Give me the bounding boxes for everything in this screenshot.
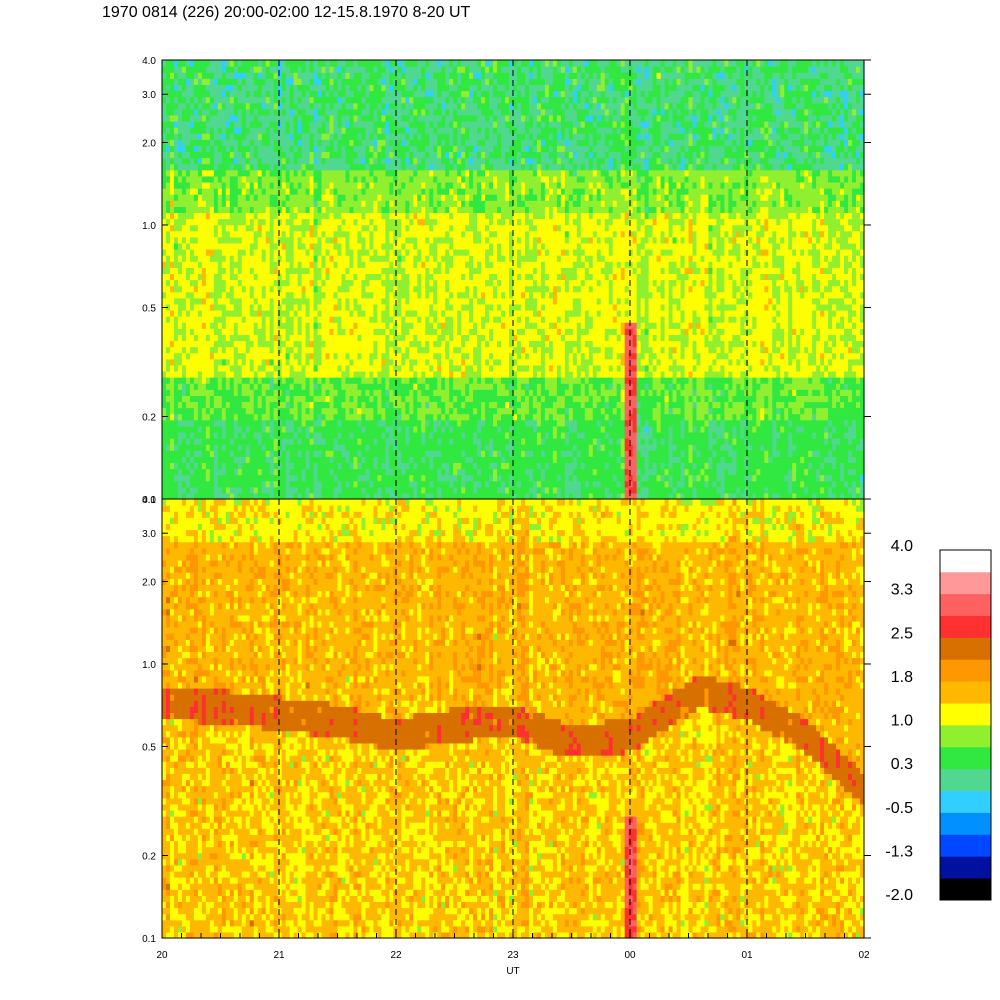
colorbar-label: -1.3	[885, 843, 913, 860]
colorbar-label: 3.3	[891, 582, 913, 599]
x-tick-label: 00	[624, 950, 636, 961]
y-tick-label: 4.0	[142, 56, 156, 67]
y-tick-label: 2.0	[142, 577, 156, 588]
colorbar-swatch	[940, 659, 991, 682]
lower-spectrogram	[162, 499, 865, 939]
y-tick-label: 2.0	[142, 138, 156, 149]
x-tick-label: 20	[156, 950, 168, 961]
colorbar-swatch	[940, 571, 991, 595]
colorbar-swatch	[940, 703, 991, 726]
x-axis-label: UT	[506, 966, 519, 977]
y-tick-label: 3.0	[142, 529, 156, 540]
x-tick-label: 02	[858, 950, 870, 961]
colorbar-swatch	[940, 812, 991, 835]
y-tick-label: 0.2	[142, 852, 156, 863]
colorbar-swatch	[940, 768, 991, 792]
colorbar-label: 1.0	[891, 713, 913, 730]
y-tick-label: 3.0	[142, 90, 156, 101]
colorbar-swatch	[940, 593, 991, 617]
colorbar-swatch	[940, 856, 991, 879]
y-tick-label: 0.2	[142, 413, 156, 424]
colorbar: 4.0 3.3 2.5 1.8 1.0 0.3 -0.5 -1.3 -2.0	[885, 538, 992, 904]
x-tick-label: 23	[507, 950, 519, 961]
colorbar-label: -2.0	[885, 887, 913, 904]
y-tick-label: 1.0	[142, 221, 156, 232]
y-tick-label: 0.1	[142, 495, 156, 506]
x-tick-label: 01	[741, 950, 753, 961]
upper-spectrogram	[162, 60, 865, 500]
chart-title: 1970 0814 (226) 20:00-02:00 12-15.8.1970…	[102, 4, 470, 22]
colorbar-swatch	[940, 681, 991, 704]
colorbar-swatch	[940, 637, 991, 660]
y-tick-label: 0.5	[142, 742, 156, 753]
colorbar-swatch	[940, 834, 991, 857]
colorbar-swatch	[940, 746, 991, 770]
colorbar-swatch	[940, 878, 991, 901]
colorbar-frame	[939, 549, 992, 901]
x-tick-label: 22	[390, 950, 402, 961]
y-tick-label: 4.0	[142, 495, 156, 506]
colorbar-label: 2.5	[891, 625, 913, 642]
y-tick-label: 1.0	[142, 660, 156, 671]
colorbar-swatch	[940, 790, 991, 813]
x-tick-label: 21	[273, 950, 285, 961]
colorbar-swatch	[940, 550, 991, 573]
colorbar-label: 1.8	[891, 669, 913, 686]
colorbar-swatch	[940, 615, 991, 638]
colorbar-label: 0.3	[891, 756, 913, 773]
colorbar-label: -0.5	[885, 800, 913, 817]
y-tick-label: 0.1	[142, 934, 156, 945]
colorbar-label: 4.0	[891, 538, 913, 555]
colorbar-swatch	[940, 725, 991, 748]
y-tick-label: 0.5	[142, 303, 156, 314]
